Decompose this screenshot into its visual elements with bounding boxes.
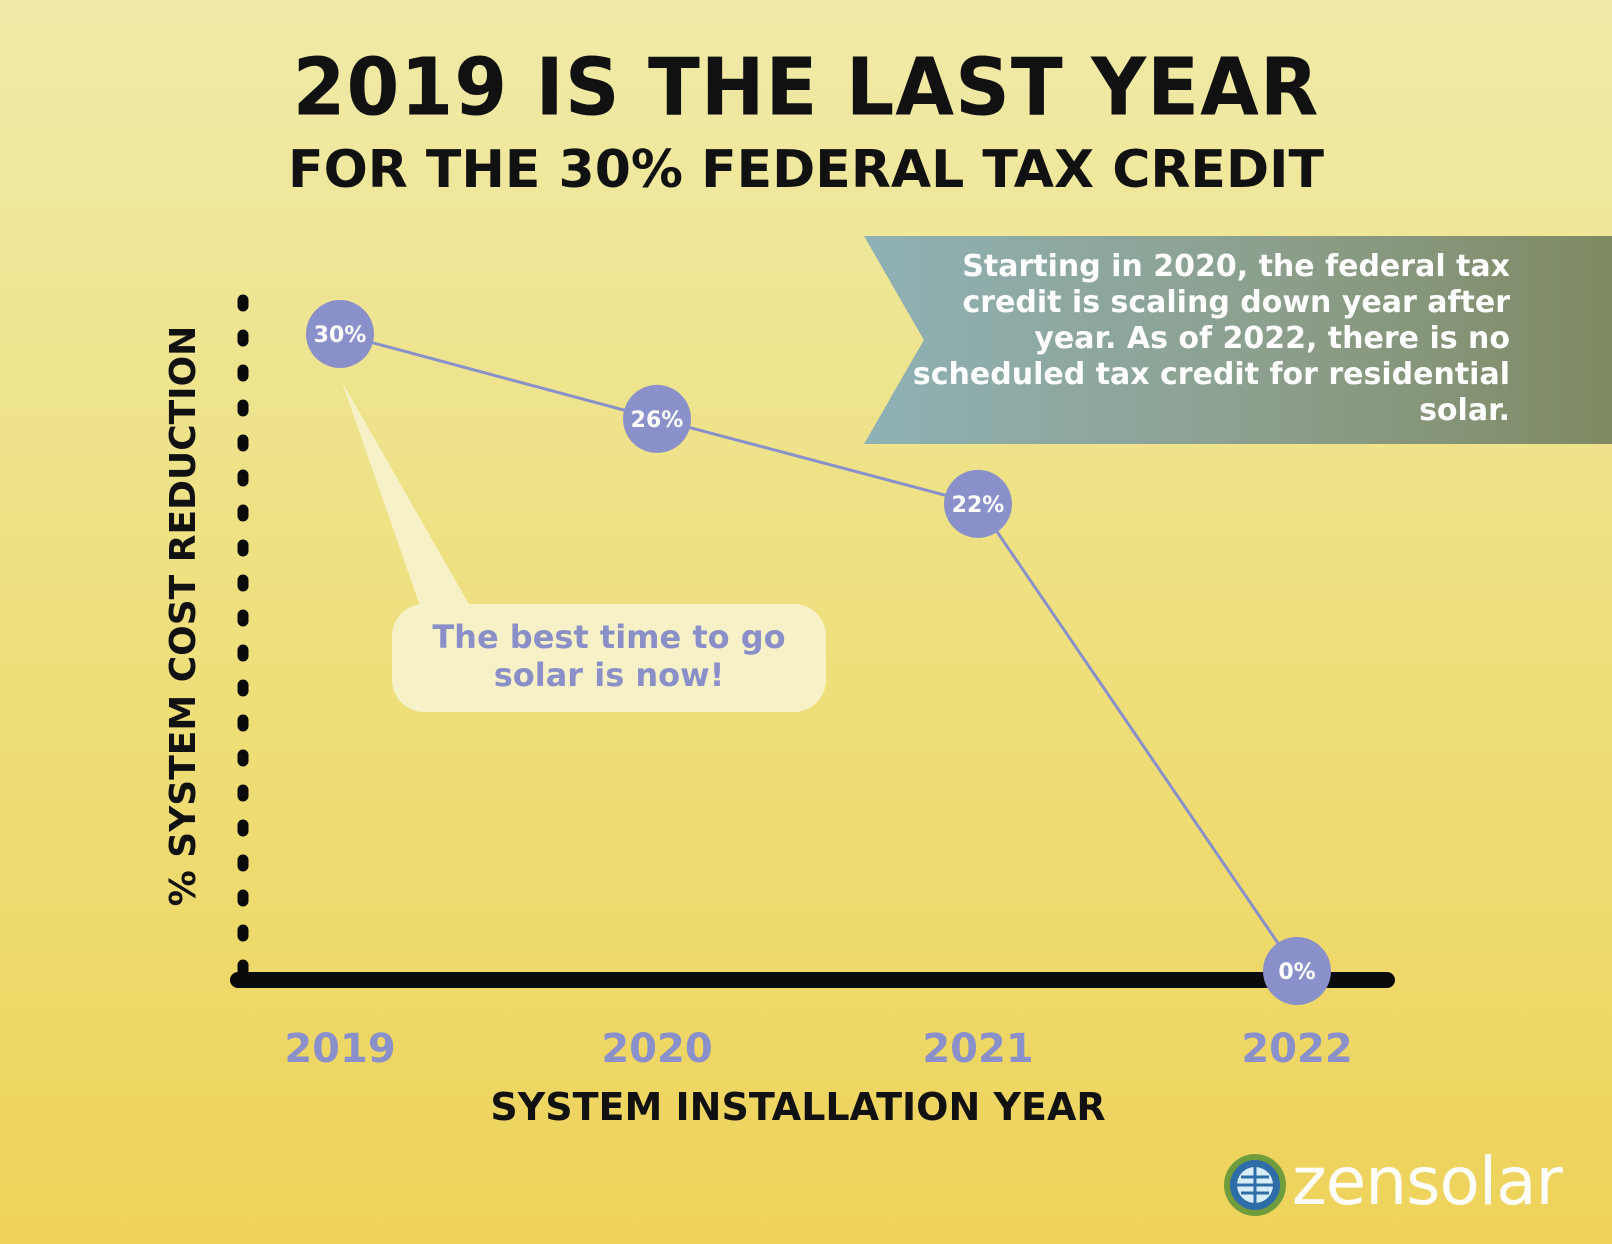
data-point-2022 xyxy=(1263,937,1331,1005)
data-label-2020: 26% xyxy=(631,408,684,433)
data-label-2021: 22% xyxy=(952,493,1005,518)
chart-subtitle: FOR THE 30% FEDERAL TAX CREDIT xyxy=(288,140,1324,200)
series-cost-reduction: 30% 26% 22% 0% xyxy=(306,300,1331,1005)
series-line xyxy=(339,332,1299,972)
x-tick-label-2019: 2019 xyxy=(284,1026,395,1072)
callout-ribbon xyxy=(864,236,1612,444)
data-label-2022: 0% xyxy=(1278,960,1315,985)
data-label-2019: 30% xyxy=(314,323,367,348)
data-point-2020 xyxy=(623,384,691,453)
x-tick-label-2020: 2020 xyxy=(601,1026,712,1072)
data-point-2021 xyxy=(944,469,1012,538)
data-point-2019 xyxy=(306,300,374,368)
callout-text: Starting in 2020, the federal tax credit… xyxy=(912,249,1510,428)
x-tick-label-2022: 2022 xyxy=(1241,1026,1352,1072)
chart-title: 2019 IS THE LAST YEAR xyxy=(292,39,1320,134)
speech-bubble xyxy=(392,604,826,712)
globe-icon xyxy=(1224,1154,1286,1216)
bubble-pointer xyxy=(342,382,470,606)
x-tick-label-2021: 2021 xyxy=(922,1026,1033,1072)
y-axis-title: % SYSTEM COST REDUCTION xyxy=(163,326,204,907)
x-tick-labels: 2019 2020 2021 2022 xyxy=(284,1026,1352,1072)
bubble-text: The best time to go solar is now! xyxy=(432,618,786,694)
x-axis-title: SYSTEM INSTALLATION YEAR xyxy=(490,1085,1105,1129)
brand-logo: zensolar xyxy=(1292,1143,1563,1220)
